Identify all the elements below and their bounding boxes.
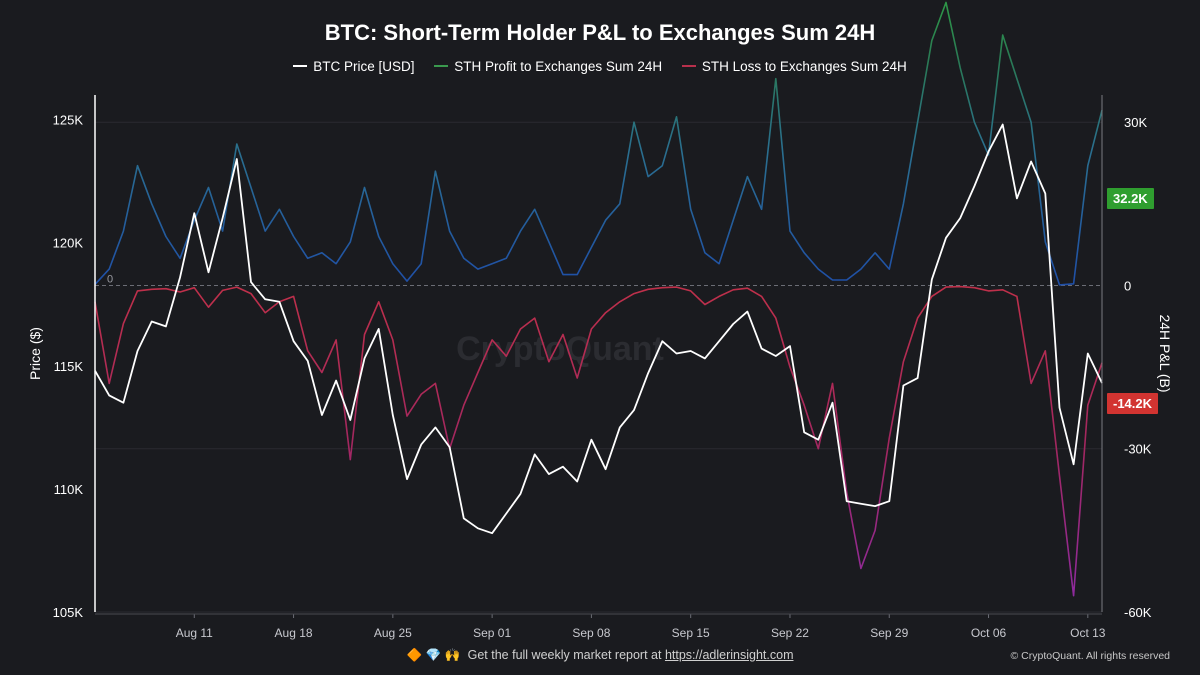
x-tick-label: Sep 29 <box>870 626 908 640</box>
x-tick-label: Oct 13 <box>1070 626 1106 640</box>
legend-label-profit: STH Profit to Exchanges Sum 24H <box>454 59 663 74</box>
price-series-line <box>94 123 1103 535</box>
x-tick-label: Aug 11 <box>176 626 213 640</box>
right-tick-label: 0 <box>1124 278 1131 293</box>
right-tick-label: 30K <box>1124 115 1147 130</box>
x-tick-label: Sep 08 <box>572 626 610 640</box>
left-tick-label: 110K <box>54 482 84 497</box>
footer: 🔶 💎 🙌 Get the full weekly market report … <box>0 648 1200 663</box>
legend-label-price: BTC Price [USD] <box>313 59 415 74</box>
legend-swatch-profit <box>434 65 449 68</box>
watermark: CryptoQuant <box>456 330 664 368</box>
legend-item-loss[interactable]: STH Loss to Exchanges Sum 24H <box>681 59 907 74</box>
legend: BTC Price [USD] STH Profit to Exchanges … <box>0 59 1200 74</box>
right-tick-label: -30K <box>1124 442 1152 457</box>
report-link[interactable]: https://adlerinsight.com <box>664 648 794 662</box>
profit-value-badge: 32.2K <box>1107 188 1154 209</box>
x-tick-label: Oct 06 <box>971 626 1007 640</box>
gridlines <box>95 121 1102 613</box>
footer-text: Get the full weekly market report at <box>467 648 662 662</box>
left-tick-label: 125K <box>53 113 84 128</box>
profit-series-line <box>94 1 1103 286</box>
right-tick-label: -60K <box>1124 605 1152 620</box>
left-axis-title: Price ($) <box>27 327 43 380</box>
axes <box>94 95 1103 618</box>
legend-swatch-loss <box>681 65 696 68</box>
zero-line-label: 0 <box>107 273 113 285</box>
legend-swatch-price <box>293 65 308 68</box>
x-tick-label: Aug 18 <box>275 626 313 640</box>
copyright-text: © CryptoQuant. All rights reserved <box>1010 650 1170 662</box>
legend-item-profit[interactable]: STH Profit to Exchanges Sum 24H <box>434 59 662 74</box>
right-axis-title: 24H P&L (B) <box>1157 314 1173 392</box>
legend-item-price[interactable]: BTC Price [USD] <box>293 59 415 74</box>
left-tick-label: 105K <box>53 605 84 620</box>
x-tick-label: Sep 01 <box>473 626 511 640</box>
tick-labels: -60K -30K 0 30K 0 105K 110K 115K 120K 125K Aug 11 A… <box>27 113 1173 640</box>
left-tick-label: 120K <box>53 236 84 251</box>
x-tick-label: Sep 15 <box>672 626 710 640</box>
legend-label-loss: STH Loss to Exchanges Sum 24H <box>701 59 907 74</box>
emoji-icons: 🔶 💎 🙌 <box>406 648 461 662</box>
loss-value-badge: -14.2K <box>1107 393 1159 414</box>
left-tick-label: 115K <box>54 359 84 374</box>
series-layer <box>94 1 1103 597</box>
loss-series-line <box>94 285 1103 597</box>
chart-title: BTC: Short-Term Holder P&L to Exchanges … <box>324 20 876 45</box>
x-tick-label: Sep 22 <box>771 626 809 640</box>
x-tick-label: Aug 25 <box>374 626 412 640</box>
